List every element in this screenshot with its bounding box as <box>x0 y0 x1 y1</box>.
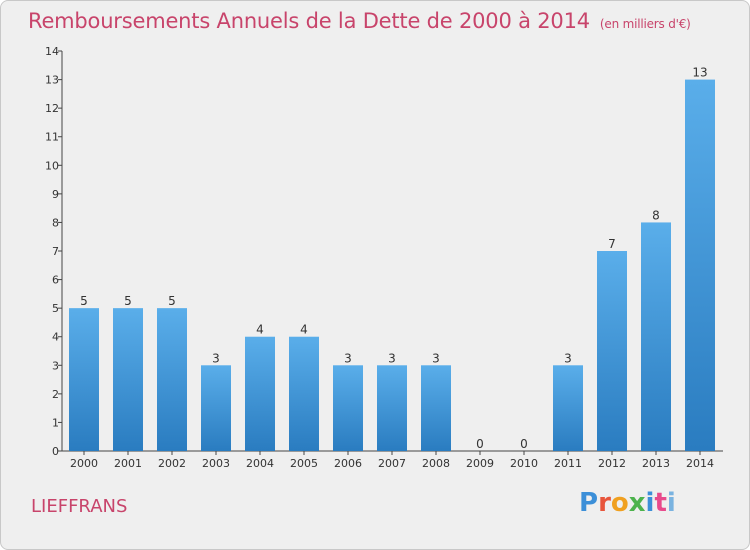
bar-2001 <box>113 308 143 451</box>
chart-title: Remboursements Annuels de la Dette de 20… <box>28 9 691 33</box>
bar-2011 <box>553 365 583 451</box>
bar-value-label: 7 <box>608 237 616 251</box>
bar-value-label: 13 <box>692 66 707 80</box>
y-tick-label: 6 <box>52 274 59 287</box>
x-tick-label: 2006 <box>334 457 362 470</box>
x-tick-label: 2010 <box>510 457 538 470</box>
x-tick-label: 2009 <box>466 457 494 470</box>
bar-value-label: 4 <box>256 323 264 337</box>
bar-value-label: 3 <box>388 351 396 365</box>
x-tick-label: 2001 <box>114 457 142 470</box>
bar-value-label: 3 <box>432 351 440 365</box>
bar-2007 <box>377 365 407 451</box>
bar-2013 <box>641 222 671 451</box>
y-tick-label: 11 <box>45 131 59 144</box>
y-tick-label: 8 <box>52 216 59 229</box>
x-tick-label: 2005 <box>290 457 318 470</box>
x-tick-label: 2008 <box>422 457 450 470</box>
bar-value-label: 8 <box>652 208 660 222</box>
y-tick-label: 0 <box>52 445 59 458</box>
bar-2014 <box>685 79 715 451</box>
bar-2002 <box>157 308 187 451</box>
bar-value-label: 3 <box>344 351 352 365</box>
y-tick-label: 5 <box>52 302 59 315</box>
y-tick-label: 3 <box>52 359 59 372</box>
x-tick-label: 2002 <box>158 457 186 470</box>
bar-value-label: 3 <box>212 351 220 365</box>
bar-2005 <box>289 336 319 451</box>
bar-2004 <box>245 336 275 451</box>
y-tick-label: 14 <box>45 45 59 58</box>
bar-2003 <box>201 365 231 451</box>
x-tick-label: 2011 <box>554 457 582 470</box>
y-tick-label: 4 <box>52 331 59 344</box>
y-tick-label: 13 <box>45 74 59 87</box>
bar-2000 <box>69 308 99 451</box>
bar-value-label: 3 <box>564 351 572 365</box>
y-tick-label: 1 <box>52 416 59 429</box>
commune-name: LIEFFRANS <box>31 496 128 517</box>
y-tick-label: 2 <box>52 388 59 401</box>
bar-value-label: 0 <box>520 437 528 451</box>
bar-value-label: 0 <box>476 437 484 451</box>
y-tick-label: 9 <box>52 188 59 201</box>
proxiti-logo: Proxiti <box>579 488 676 518</box>
bar-2008 <box>421 365 451 451</box>
x-tick-label: 2014 <box>686 457 714 470</box>
x-tick-label: 2007 <box>378 457 406 470</box>
bar-value-label: 5 <box>168 294 176 308</box>
chart-unit: (en milliers d'€) <box>599 17 691 31</box>
y-tick-label: 12 <box>45 102 59 115</box>
x-tick-label: 2012 <box>598 457 626 470</box>
y-tick-label: 7 <box>52 245 59 258</box>
x-tick-label: 2000 <box>70 457 98 470</box>
bar-2006 <box>333 365 363 451</box>
bar-2012 <box>597 251 627 451</box>
x-tick-label: 2003 <box>202 457 230 470</box>
y-tick-label: 10 <box>45 159 59 172</box>
bar-value-label: 5 <box>80 294 88 308</box>
bar-value-label: 4 <box>300 323 308 337</box>
x-tick-label: 2004 <box>246 457 274 470</box>
x-tick-label: 2013 <box>642 457 670 470</box>
bar-value-label: 5 <box>124 294 132 308</box>
